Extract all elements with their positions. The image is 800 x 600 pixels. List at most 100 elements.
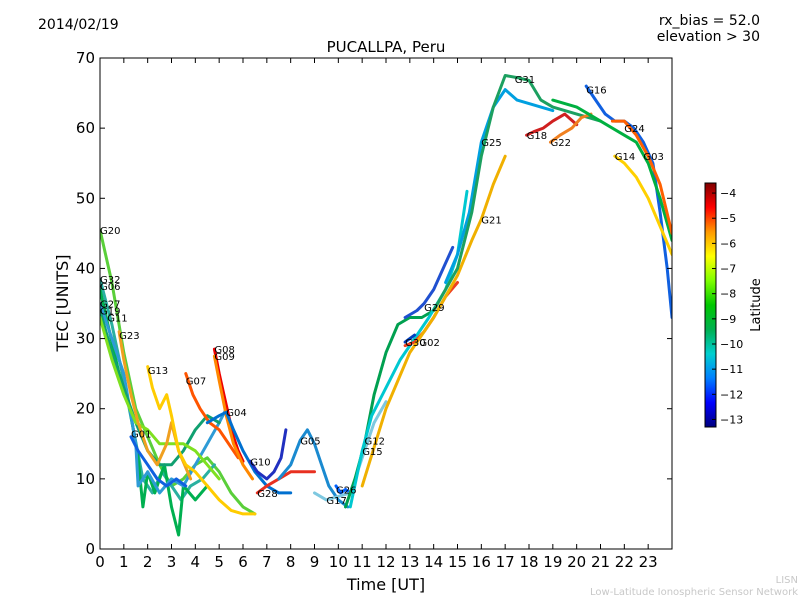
x-tick-label: 12 <box>376 553 395 571</box>
x-tick-label: 8 <box>286 553 296 571</box>
series-line-g13 <box>146 365 257 516</box>
series-label-g23: G23 <box>119 331 139 342</box>
axes: 0 1 2 3 4 5 6 7 8 9 10 11 12 13 14 15 16 17 18 19 20 21 22 2301… <box>76 49 672 571</box>
series-label-g01: G01 <box>131 429 151 440</box>
x-tick-label: 13 <box>400 553 419 571</box>
series-label-g12: G12 <box>365 436 385 447</box>
series-label-g10: G10 <box>250 457 270 468</box>
x-tick-label: 10 <box>329 553 348 571</box>
x-tick-label: 3 <box>167 553 177 571</box>
series-line-g30 <box>403 333 417 344</box>
watermark-line1: LISN <box>775 575 798 586</box>
series-line-g31 <box>432 74 602 312</box>
x-tick-label: 18 <box>519 553 538 571</box>
colorbar-label: Latitude <box>749 278 764 332</box>
series-line-g11 <box>100 316 221 481</box>
y-tick-label: 0 <box>85 540 95 558</box>
watermark: LISN Low-Latitude Ionospheric Sensor Net… <box>590 575 798 599</box>
series-label-g19: G19 <box>100 307 120 318</box>
x-tick-label: 15 <box>448 553 467 571</box>
series-label-g21: G21 <box>481 215 501 226</box>
x-tick-label: 0 <box>95 553 105 571</box>
series-line-g18 <box>525 112 579 137</box>
colorbar-tick-label: −8 <box>720 288 736 301</box>
series-label-g25: G25 <box>481 138 501 149</box>
x-tick-label: 14 <box>424 553 443 571</box>
x-tick-label: 22 <box>615 553 634 571</box>
y-tick-label: 60 <box>76 119 95 137</box>
x-tick-label: 16 <box>472 553 491 571</box>
x-tick-label: 7 <box>262 553 272 571</box>
y-tick-label: 70 <box>76 49 95 67</box>
y-tick-label: 30 <box>76 330 95 348</box>
series-label-g06: G06 <box>100 282 120 293</box>
colorbar-tick-label: −11 <box>720 363 743 376</box>
series-line-g29 <box>403 245 455 319</box>
bias-info: rx_bias = 52.0 elevation > 30 <box>657 13 760 45</box>
x-tick-label: 4 <box>191 553 201 571</box>
series-label-g32: G32 <box>100 275 120 286</box>
colorbar <box>704 182 717 428</box>
series-label-g15: G15 <box>362 447 382 458</box>
y-tick-label: 50 <box>76 189 95 207</box>
series-label-g16: G16 <box>586 86 606 97</box>
series-label-g26: G26 <box>336 485 356 496</box>
x-axis-label: Time [UT] <box>346 575 425 594</box>
series-line-g04 <box>205 410 293 495</box>
series-label-g05: G05 <box>300 436 320 447</box>
y-tick-label: 40 <box>76 259 95 277</box>
x-tick-label: 19 <box>543 553 562 571</box>
y-tick-label: 10 <box>76 470 95 488</box>
colorbar-tick-label: −10 <box>720 338 743 351</box>
colorbar-tick-label: −9 <box>720 313 736 326</box>
colorbar-ticks: −4 −5 −6 −7 −8 −9 −10 −11 −12 −13 <box>712 187 743 426</box>
series-label-g04: G04 <box>226 408 246 419</box>
series-line-g22 <box>549 112 593 144</box>
series-label-g17: G17 <box>326 496 346 507</box>
series-label-g28: G28 <box>257 489 277 500</box>
x-tick-label: 21 <box>591 553 610 571</box>
x-tick-label: 6 <box>238 553 248 571</box>
rx-bias-label: rx_bias = 52.0 <box>658 13 760 29</box>
x-tick-label: 5 <box>214 553 224 571</box>
x-tick-label: 2 <box>143 553 153 571</box>
series-label-g11: G11 <box>107 314 127 325</box>
series-label-g03: G03 <box>643 152 663 163</box>
series-label-g02: G02 <box>419 338 439 349</box>
colorbar-tick-label: −13 <box>720 413 743 426</box>
x-tick-label: 9 <box>310 553 320 571</box>
series-line-g19 <box>100 309 221 467</box>
series-label-g30: G30 <box>405 338 425 349</box>
series-line-g28 <box>255 470 316 495</box>
colorbar-tick-label: −4 <box>720 187 736 200</box>
watermark-line2: Low-Latitude Ionospheric Sensor Network <box>590 587 798 598</box>
series-line-g14 <box>613 154 672 256</box>
series-label-g31: G31 <box>515 75 535 86</box>
series-line-g26 <box>334 484 352 495</box>
elevation-label: elevation > 30 <box>656 29 760 45</box>
series-label-g22: G22 <box>551 138 571 149</box>
series-line-g06 <box>100 288 209 537</box>
series-line-g01 <box>129 435 188 488</box>
date-label: 2014/02/19 <box>38 17 119 33</box>
series-line-g24 <box>610 119 672 235</box>
series-label-g27: G27 <box>100 300 120 311</box>
series-label-g13: G13 <box>148 366 168 377</box>
series-line-g21 <box>360 154 507 488</box>
series-line-g10 <box>248 428 288 481</box>
series-line-g05 <box>277 428 350 509</box>
series-label-g07: G07 <box>186 377 206 388</box>
series-label-g24: G24 <box>624 124 644 135</box>
x-tick-label: 1 <box>119 553 129 571</box>
series-label-g20: G20 <box>100 226 120 237</box>
colorbar-tick-label: −6 <box>720 237 736 250</box>
chart-title: PUCALLPA, Peru <box>327 38 446 56</box>
x-tick-label: 11 <box>353 553 372 571</box>
x-tick-label: 23 <box>639 553 658 571</box>
y-tick-label: 20 <box>76 400 95 418</box>
series-label-g18: G18 <box>527 131 547 142</box>
series-line-g03 <box>551 98 672 242</box>
x-tick-label: 17 <box>496 553 515 571</box>
